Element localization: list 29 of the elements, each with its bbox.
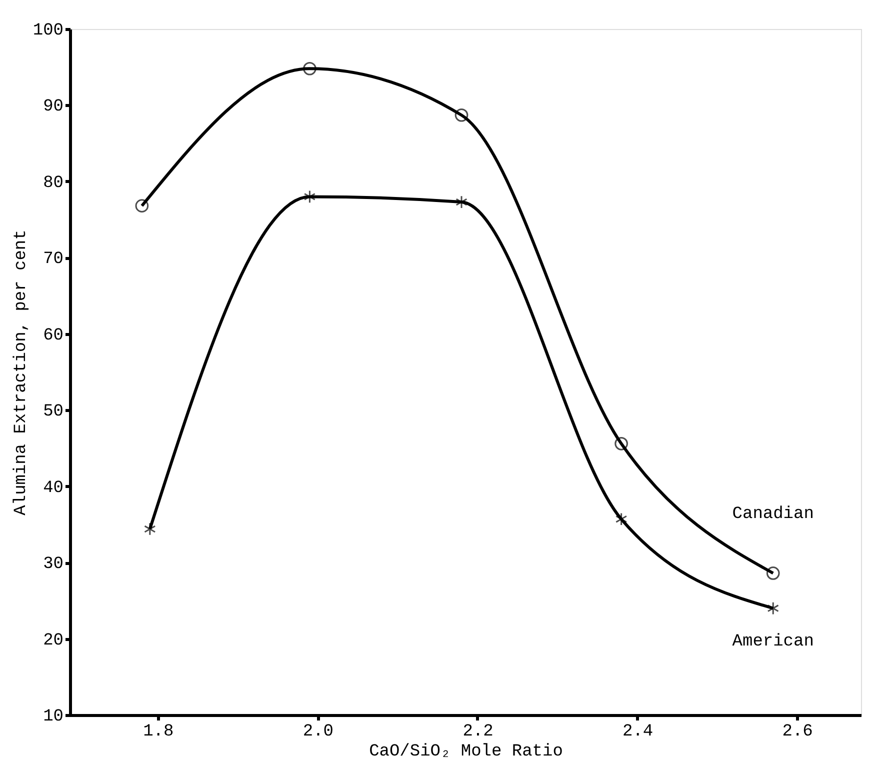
point	[144, 522, 156, 536]
x-tick-label: 1.8	[143, 722, 174, 742]
point	[614, 436, 628, 450]
point	[135, 199, 149, 212]
point	[456, 195, 468, 209]
series-label: American	[732, 632, 814, 652]
y-tick-label: 20	[43, 631, 64, 650]
point	[304, 190, 316, 204]
point	[454, 108, 468, 122]
y-tick-label: 40	[43, 478, 64, 498]
y-tick-label: 60	[43, 326, 64, 346]
y-axis-title: Alumina Extraction, per cent	[12, 230, 31, 516]
y-tick-label: 80	[43, 174, 64, 193]
series-label: Canadian	[732, 505, 814, 524]
y-tick-label: 50	[43, 402, 64, 422]
x-tick-label: 2.0	[302, 722, 334, 742]
x-tick-label: 2.6	[782, 722, 813, 742]
x-axis-title: CaO/SiO₂ Mole Ratio	[369, 742, 563, 762]
point	[767, 602, 780, 615]
point	[615, 512, 628, 526]
y-tick-label: 30	[43, 555, 64, 574]
point	[303, 62, 316, 76]
y-tick-label: 70	[43, 250, 64, 270]
y-tick-label: 90	[43, 98, 64, 117]
y-tick-label: 100	[32, 22, 64, 40]
y-tick-label: 10	[43, 708, 64, 726]
x-tick-label: 2.4	[622, 722, 654, 742]
x-tick-label: 2.2	[462, 722, 494, 742]
point	[766, 566, 780, 580]
